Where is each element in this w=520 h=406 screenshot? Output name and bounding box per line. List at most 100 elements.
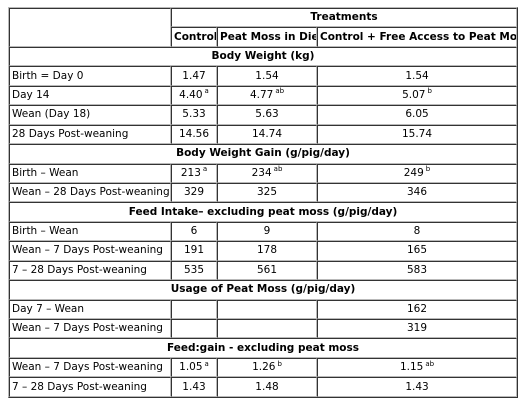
value-cell: 346 <box>317 182 518 203</box>
row-label: Wean – 7 Days Post-weaning <box>9 319 171 339</box>
table-row: 7 – 28 Days Post-weaning 535 561 583 <box>9 260 518 281</box>
header-row-columns: Control Peat Moss in Diet Control + Free… <box>9 27 518 47</box>
table-body: Treatments Control Peat Moss in Diet Con… <box>9 8 518 397</box>
cell-value: 5.07 <box>402 88 426 101</box>
cell-value: 191 <box>183 244 205 257</box>
cell-value: 5.63 <box>255 108 279 121</box>
cell-value: 15.74 <box>401 127 433 140</box>
table-row: Day 7 – Wean 162 <box>9 299 518 319</box>
value-cell: 5.07 b <box>317 85 518 106</box>
value-cell: 15.74 <box>317 124 518 145</box>
value-cell <box>171 299 217 319</box>
table-row: 28 Days Post-weaning 14.56 14.74 15.74 <box>9 124 518 145</box>
cell-value: 319 <box>406 322 428 335</box>
cell-value: 1.54 <box>405 69 429 82</box>
cell-value: 1.47 <box>182 69 206 82</box>
value-cell: 561 <box>217 260 317 281</box>
cell-value: 213 <box>180 166 201 179</box>
value-cell: 234 ab <box>217 163 317 183</box>
row-label: Wean (Day 18) <box>9 105 171 125</box>
cell-value: 1.43 <box>405 380 429 393</box>
cell-value: 8 <box>413 225 421 238</box>
cell-value: 325 <box>256 186 278 199</box>
corner-cell <box>9 8 171 47</box>
row-label: Day 7 – Wean <box>9 299 171 319</box>
value-cell: 1.26 b <box>217 357 317 378</box>
cell-value: 162 <box>406 302 428 315</box>
table-row: Wean – 7 Days Post-weaning 1.05 a 1.26 b 1.15… <box>9 357 518 378</box>
treatments-heading: Treatments <box>171 8 518 28</box>
cell-value: 249 <box>403 166 424 179</box>
cell-value: 1.48 <box>255 380 279 393</box>
section-title: Body Weight Gain (g/pig/day) <box>9 144 518 164</box>
section-row: Body Weight (kg) <box>9 46 518 67</box>
table-row: Birth = Day 0 1.47 1.54 1.54 <box>9 66 518 86</box>
value-cell: 191 <box>171 241 217 261</box>
value-cell: 1.54 <box>217 66 317 86</box>
cell-value: 561 <box>256 263 278 276</box>
value-cell: 165 <box>317 241 518 261</box>
significance-superscript: a <box>204 359 209 368</box>
cell-value: 1.05 <box>179 361 203 374</box>
treatments-table: Treatments Control Peat Moss in Diet Con… <box>8 7 519 398</box>
value-cell: 5.63 <box>217 105 317 125</box>
cell-value: 1.15 <box>399 361 424 374</box>
cell-value: 6 <box>190 225 198 238</box>
value-cell: 4.40 a <box>171 85 217 106</box>
section-row: Usage of Peat Moss (g/pig/day) <box>9 280 518 300</box>
table-row: Wean (Day 18) 5.33 5.63 6.05 <box>9 105 518 125</box>
section-row: Feed Intake– excluding peat moss (g/pig/… <box>9 202 518 222</box>
significance-superscript: b <box>277 359 282 368</box>
significance-superscript: a <box>202 165 208 174</box>
significance-superscript: b <box>425 165 431 174</box>
value-cell: 14.74 <box>217 124 317 145</box>
cell-value: 346 <box>406 186 428 199</box>
value-cell: 1.43 <box>317 377 518 397</box>
value-cell: 6.05 <box>317 105 518 125</box>
cell-value: 178 <box>256 244 278 257</box>
row-label: Wean – 7 Days Post-weaning <box>9 241 171 261</box>
row-label: Wean – 28 Days Post-weaning <box>9 182 171 203</box>
value-cell: 1.54 <box>317 66 518 86</box>
cell-value: 9 <box>263 225 271 238</box>
value-cell: 249 b <box>317 163 518 183</box>
value-cell: 4.77 ab <box>217 85 317 106</box>
value-cell: 5.33 <box>171 105 217 125</box>
section-title: Usage of Peat Moss (g/pig/day) <box>9 280 518 300</box>
value-cell: 319 <box>317 319 518 339</box>
cell-value: 6.05 <box>405 108 429 121</box>
table-row: Birth – Wean 213 a 234 ab 249 b <box>9 163 518 183</box>
section-title: Feed:gain - excluding peat moss <box>9 338 518 358</box>
value-cell: 213 a <box>171 163 217 183</box>
table-row: Wean – 7 Days Post-weaning 191 178 165 <box>9 241 518 261</box>
column-header-peat-moss-in-diet: Peat Moss in Diet <box>217 27 317 47</box>
significance-superscript: ab <box>275 87 285 96</box>
table-row: Wean – 7 Days Post-weaning 319 <box>9 319 518 339</box>
value-cell: 9 <box>217 221 317 242</box>
table-row: Birth – Wean 6 9 8 <box>9 221 518 242</box>
value-cell: 14.56 <box>171 124 217 145</box>
value-cell: 162 <box>317 299 518 319</box>
cell-value: 4.77 <box>249 88 274 101</box>
value-cell: 1.15 ab <box>317 357 518 378</box>
table-row: 7 – 28 Days Post-weaning 1.43 1.48 1.43 <box>9 377 518 397</box>
value-cell: 1.47 <box>171 66 217 86</box>
value-cell <box>171 319 217 339</box>
value-cell: 329 <box>171 182 217 203</box>
value-cell <box>217 319 317 339</box>
section-row: Body Weight Gain (g/pig/day) <box>9 144 518 164</box>
row-label: 7 – 28 Days Post-weaning <box>9 260 171 281</box>
cell-value: 1.26 <box>252 361 276 374</box>
significance-superscript: a <box>204 87 209 96</box>
table-row: Wean – 28 Days Post-weaning 329 325 346 <box>9 182 518 203</box>
column-header-control: Control <box>171 27 217 47</box>
row-label: Wean – 7 Days Post-weaning <box>9 357 171 378</box>
value-cell: 178 <box>217 241 317 261</box>
column-header-free-access: Control + Free Access to Peat Moss <box>317 27 518 47</box>
section-title: Feed Intake– excluding peat moss (g/pig/… <box>9 202 518 222</box>
value-cell <box>217 299 317 319</box>
value-cell: 325 <box>217 182 317 203</box>
cell-value: 14.74 <box>251 127 283 140</box>
section-title: Body Weight (kg) <box>9 46 518 67</box>
cell-value: 583 <box>406 263 428 276</box>
